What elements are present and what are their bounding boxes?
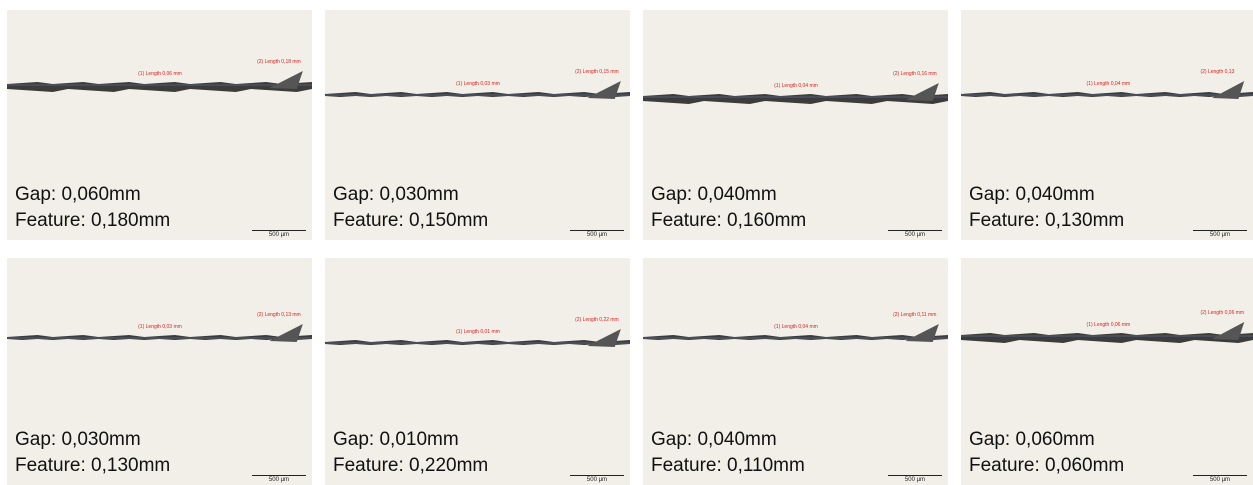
scale-bar: 500 µm bbox=[570, 230, 624, 238]
micrograph-panel: (1) Length 0,06 mm (2) Length 0,18 mm Gap:… bbox=[7, 10, 312, 240]
crack bbox=[961, 92, 1253, 97]
micrograph-panel: (1) Length 0,03 mm (2) Length 0,15 mm Gap:… bbox=[325, 10, 630, 240]
scale-bar: 500 µm bbox=[888, 475, 942, 483]
measure-label: (1) Length 0,04 mm bbox=[774, 83, 818, 89]
crack bbox=[7, 335, 312, 340]
micrograph-panel: (1) Length 0,03 mm (2) Length 0,13 mm Gap:… bbox=[7, 258, 312, 485]
crack bbox=[7, 82, 312, 92]
gap-caption: Gap: 0,030mm bbox=[333, 184, 459, 206]
measure-label: (1) Length 0,03 mm bbox=[456, 81, 500, 87]
measure-label: (1) Length 0,04 mm bbox=[1087, 81, 1131, 87]
measure-label: (1) Length 0,04 mm bbox=[774, 324, 818, 330]
crack bbox=[325, 340, 630, 345]
gap-caption: Gap: 0,010mm bbox=[333, 429, 459, 451]
crack bbox=[643, 94, 948, 104]
gap-caption: Gap: 0,060mm bbox=[969, 429, 1095, 451]
feature-caption: Feature: 0,110mm bbox=[651, 455, 805, 477]
micrograph-panel: (1) Length 0,04 mm (2) Length 0,16 mm Gap:… bbox=[643, 10, 948, 240]
scale-bar: 500 µm bbox=[252, 230, 306, 238]
measure-label: (1) Length 0,03 mm bbox=[138, 324, 182, 330]
measure-label: (1) Length 0,06 mm bbox=[138, 71, 182, 77]
scale-bar: 500 µm bbox=[888, 230, 942, 238]
measure-label: (1) Length 0,01 mm bbox=[456, 329, 500, 335]
measure-label: (2) Length 0,11 mm bbox=[893, 312, 936, 318]
figure: (1) Length 0,06 mm (2) Length 0,18 mm Gap:… bbox=[0, 0, 1253, 485]
scale-bar: 500 µm bbox=[1193, 475, 1247, 483]
measure-label: (2) Length 0,18 mm bbox=[257, 59, 301, 65]
feature-caption: Feature: 0,060mm bbox=[969, 455, 1124, 477]
micrograph-panel: (1) Length 0,06 mm (2) Length 0,06 mm Gap:… bbox=[961, 258, 1253, 485]
scale-bar: 500 µm bbox=[1193, 230, 1247, 238]
gap-caption: Gap: 0,040mm bbox=[969, 184, 1095, 206]
gap-caption: Gap: 0,040mm bbox=[651, 429, 777, 451]
micrograph-panel: (1) Length 0,04 mm (2) Length 0,11 mm Gap:… bbox=[643, 258, 948, 485]
gap-caption: Gap: 0,060mm bbox=[15, 184, 141, 206]
measure-label: (2) Length 0,16 mm bbox=[893, 71, 937, 77]
measure-label: (2) Length 0,22 mm bbox=[575, 317, 619, 323]
scale-bar: 500 µm bbox=[252, 475, 306, 483]
measure-label: (2) Length 0,13 mm bbox=[257, 312, 301, 318]
gap-caption: Gap: 0,030mm bbox=[15, 429, 141, 451]
feature-caption: Feature: 0,160mm bbox=[651, 210, 806, 232]
micrograph-panel: (1) Length 0,04 mm (2) Length 0,13 Gap: 0,… bbox=[961, 10, 1253, 240]
measure-label: (2) Length 0,15 mm bbox=[575, 69, 619, 75]
crack bbox=[325, 92, 630, 97]
feature-caption: Feature: 0,180mm bbox=[15, 210, 170, 232]
micrograph-panel: (1) Length 0,01 mm (2) Length 0,22 mm Gap:… bbox=[325, 258, 630, 485]
gap-caption: Gap: 0,040mm bbox=[651, 184, 777, 206]
feature-caption: Feature: 0,220mm bbox=[333, 455, 488, 477]
feature-caption: Feature: 0,130mm bbox=[969, 210, 1124, 232]
feature-caption: Feature: 0,150mm bbox=[333, 210, 488, 232]
measure-label: (2) Length 0,06 mm bbox=[1200, 310, 1244, 316]
measure-label: (1) Length 0,06 mm bbox=[1087, 322, 1131, 328]
measure-label: (2) Length 0,13 bbox=[1200, 69, 1234, 75]
feature-caption: Feature: 0,130mm bbox=[15, 455, 170, 477]
crack bbox=[643, 335, 948, 340]
crack bbox=[961, 333, 1253, 343]
scale-bar: 500 µm bbox=[570, 475, 624, 483]
